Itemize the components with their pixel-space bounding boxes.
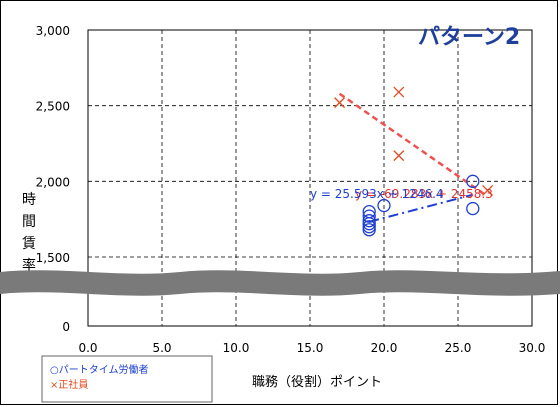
point-regular <box>393 150 405 162</box>
y-tick-label: 2,000 <box>36 175 70 189</box>
point-regular <box>334 97 346 109</box>
point-part-time <box>377 198 391 213</box>
point-part-time <box>362 209 376 223</box>
x-tick-label: 20.0 <box>371 341 398 355</box>
point-part-time <box>466 201 480 216</box>
trendline-regular <box>338 92 489 198</box>
x-tick-label: 25.0 <box>445 341 472 355</box>
x-tick-label: 0.0 <box>78 341 97 355</box>
y-tick-label: 3,000 <box>36 24 70 38</box>
trendline-part-time <box>368 193 474 223</box>
y-tick-label: 0 <box>62 320 70 334</box>
trendlines <box>338 92 489 223</box>
trendline-equation-part-time: y = 25.593x + 1246.4 <box>310 187 444 201</box>
legend-item-regular: ×正社員 <box>50 378 88 391</box>
y-tick-label: 2,500 <box>36 100 70 114</box>
pattern-badge: パターン2 <box>418 25 520 50</box>
point-part-time <box>466 174 480 188</box>
legend-box <box>41 355 213 403</box>
x-tick-label: 30.0 <box>519 341 546 355</box>
point-part-time <box>362 214 376 228</box>
x-axis-label: 職務（役割）ポイント <box>252 374 382 390</box>
torn-break-band <box>0 270 560 296</box>
x-tick-label: 5.0 <box>152 341 171 355</box>
x-tick-labels: 0.0 5.0 10.0 15.0 20.0 25.0 30.0 <box>78 341 545 355</box>
data-points <box>334 86 494 237</box>
y-tick-label: 1,500 <box>36 251 70 265</box>
legend-item-part-time: ○パートタイム労働者 <box>50 363 149 376</box>
trendline-equation-regular: y = -69.283x + 2458.3 <box>355 187 493 201</box>
point-regular <box>393 86 405 98</box>
point-part-time <box>362 217 376 231</box>
y-axis-label: 時間賃率 <box>22 192 36 274</box>
point-part-time <box>362 223 376 237</box>
x-tick-label: 15.0 <box>297 341 324 355</box>
point-regular <box>482 184 494 196</box>
x-tick-label: 10.0 <box>223 341 250 355</box>
y-tick-labels: 0 1,500 2,000 2,500 3,000 <box>36 24 70 334</box>
point-part-time <box>362 220 376 234</box>
